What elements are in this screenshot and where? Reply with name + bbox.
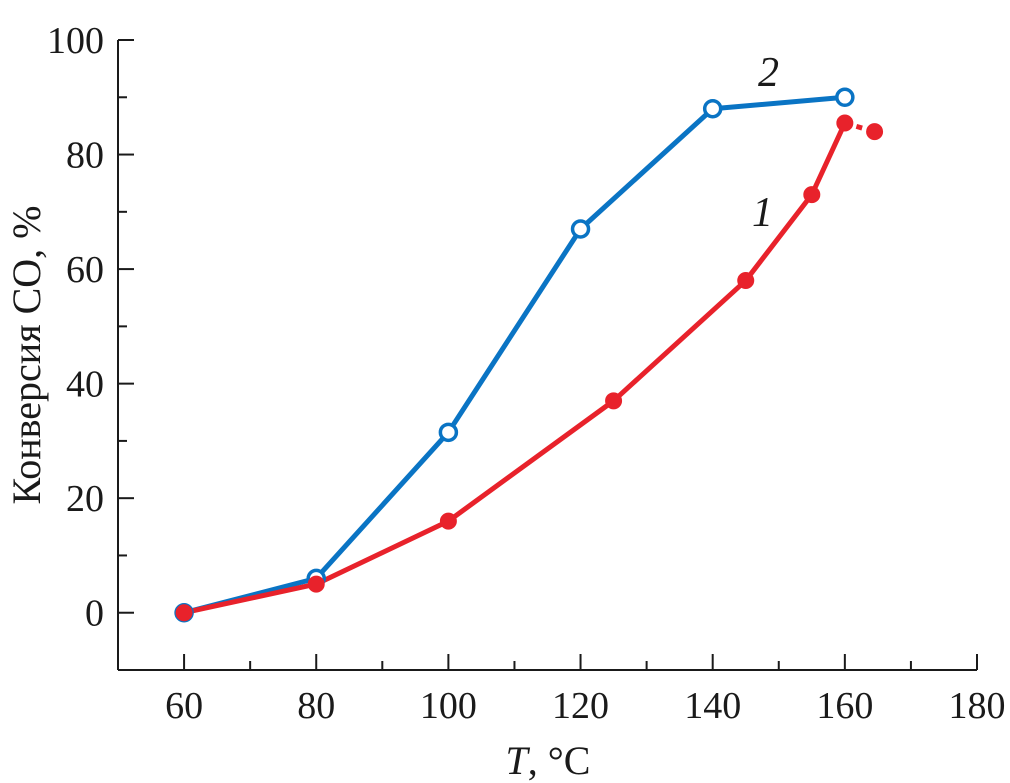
tick-labels: 60 80 100 120 140 160 180 0 20 40 60 80 100 — [47, 20, 1006, 727]
y-tick-label: 20 — [66, 478, 104, 520]
x-tick-label: 160 — [816, 685, 873, 727]
series-1-point — [605, 392, 623, 410]
x-axis-label: T, °C — [506, 738, 591, 783]
series-1-point — [175, 604, 193, 622]
x-tick-label: 60 — [165, 685, 203, 727]
series-2-point — [438, 422, 459, 443]
series-1-line — [181, 120, 848, 616]
series-1-points — [175, 114, 884, 622]
x-tick-label: 180 — [949, 685, 1006, 727]
axes — [117, 40, 977, 671]
series-2-line — [181, 94, 848, 616]
series-1-point — [439, 512, 457, 530]
series-2-points — [174, 87, 855, 623]
series-layer — [174, 87, 884, 623]
y-axis-label: Конверсия CO, % — [4, 206, 49, 505]
y-tick-label: 100 — [47, 20, 104, 62]
x-tick-label: 120 — [552, 685, 609, 727]
series-2-point — [702, 98, 723, 119]
y-tick-label: 40 — [66, 364, 104, 406]
y-tick-label: 60 — [66, 249, 104, 291]
ticks — [118, 39, 978, 671]
series-1-label: 1 — [752, 190, 773, 236]
series-2-point — [570, 219, 591, 239]
series-2-line-group — [181, 94, 848, 616]
series-1-point — [737, 272, 755, 290]
series-1-point — [836, 114, 854, 132]
y-tick-label: 0 — [85, 593, 104, 635]
x-axis-label-symbol: T — [506, 738, 531, 783]
series-1-point — [307, 575, 325, 593]
series-2-label: 2 — [758, 50, 779, 96]
y-tick-label: 80 — [66, 135, 104, 177]
x-tick-label: 80 — [297, 685, 335, 727]
series-2-point — [835, 87, 855, 108]
series-1-point — [803, 186, 821, 204]
x-axis-label-unit: , °C — [528, 738, 591, 783]
x-tick-label: 100 — [420, 685, 477, 727]
x-tick-label: 140 — [684, 685, 741, 727]
series-1-point — [866, 123, 884, 141]
